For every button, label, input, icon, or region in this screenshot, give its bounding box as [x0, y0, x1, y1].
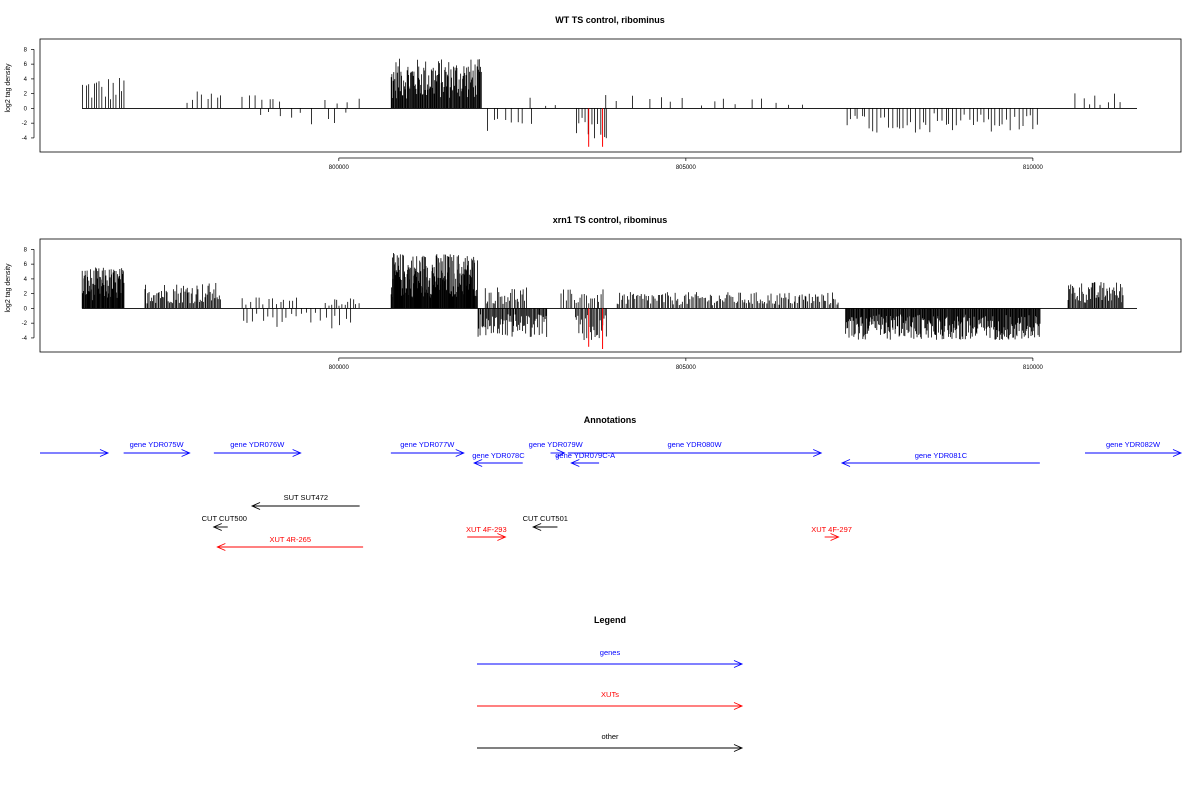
wt-y-tick-label: -2	[22, 121, 28, 127]
legend-title: Legend	[594, 615, 626, 625]
wt-y-tick-label: 6	[24, 62, 28, 68]
annotation-arrow-15	[824, 533, 840, 541]
annotations-panel: Annotations gene YDR075W gene YDR076W gene…	[40, 415, 1183, 551]
legend-arrow-0	[477, 660, 744, 668]
xrn1-y-tick-label: -2	[22, 321, 28, 327]
annotation-arrow-2	[213, 449, 302, 457]
xrn1-x-tick-label: 805000	[676, 365, 697, 371]
annotation-arrow-6	[570, 459, 600, 467]
annotation-features: gene YDR075W gene YDR076W gene YDR077W gene…	[40, 440, 1183, 551]
annotation-label-2: gene YDR076W	[230, 440, 285, 449]
annotation-arrow-7	[567, 449, 823, 457]
wt-track-panel: WT TS control, ribominus log2 tag densit…	[5, 15, 1182, 171]
annotation-label-14: XUT 4F-293	[466, 525, 507, 534]
annotation-label-4: gene YDR078C	[472, 451, 525, 460]
wt-density-bars	[82, 58, 1121, 147]
annotation-label-10: SUT SUT472	[284, 493, 328, 502]
xrn1-y-tick-label: 4	[24, 277, 28, 283]
xrn1-density-bars	[81, 252, 1124, 349]
legend-label-1: XUTs	[601, 690, 619, 699]
xrn1-track-panel: xrn1 TS control, ribominus log2 tag dens…	[5, 215, 1182, 371]
annotation-label-13: XUT 4R-265	[269, 535, 311, 544]
wt-x-axis: 800000 805000 810000	[329, 157, 1044, 171]
xrn1-x-tick-label: 800000	[329, 365, 350, 371]
xrn1-y-tick-label: 0	[24, 306, 28, 312]
xrn1-track-title: xrn1 TS control, ribominus	[553, 215, 668, 225]
annotation-label-6: gene YDR079C-A	[555, 451, 615, 460]
wt-y-tick-label: 4	[24, 77, 28, 83]
xrn1-x-tick-label: 810000	[1023, 365, 1044, 371]
annotation-arrow-9	[1085, 449, 1183, 457]
wt-plot-frame	[39, 38, 1182, 153]
wt-y-tick-label: 8	[24, 47, 28, 53]
annotation-label-9: gene YDR082W	[1106, 440, 1161, 449]
annotation-label-3: gene YDR077W	[400, 440, 455, 449]
legend-arrow-2	[477, 744, 744, 752]
annotation-arrow-1	[123, 449, 191, 457]
legend-label-0: genes	[600, 648, 621, 657]
wt-x-tick-label: 805000	[676, 165, 697, 171]
annotation-arrow-11	[212, 523, 228, 531]
xrn1-y-tick-label: -4	[22, 336, 28, 342]
annotation-arrow-3	[390, 449, 465, 457]
annotation-arrow-13	[216, 543, 364, 551]
annotation-label-1: gene YDR075W	[130, 440, 185, 449]
annotation-arrow-12	[532, 523, 558, 531]
wt-track-title: WT TS control, ribominus	[555, 15, 665, 25]
annotations-title: Annotations	[584, 415, 637, 425]
wt-x-tick-label: 810000	[1023, 165, 1044, 171]
annotation-arrow-14	[467, 533, 507, 541]
wt-y-tick-label: 2	[24, 92, 28, 98]
annotation-arrow-4	[473, 459, 523, 467]
legend-arrow-1	[477, 702, 744, 710]
annotation-arrow-10	[250, 502, 360, 510]
xrn1-plot-frame	[39, 238, 1182, 353]
annotation-label-7: gene YDR080W	[667, 440, 722, 449]
wt-y-axis-label: log2 tag density	[5, 63, 12, 113]
wt-x-tick-label: 800000	[329, 165, 350, 171]
wt-y-tick-label: -4	[22, 136, 28, 142]
legend-panel: Legend genes XUTs other	[477, 615, 744, 752]
annotation-arrow-0	[40, 449, 110, 457]
annotation-label-15: XUT 4F-297	[811, 525, 852, 534]
xrn1-y-axis-label: log2 tag density	[5, 263, 12, 313]
xrn1-y-tick-label: 2	[24, 292, 28, 298]
xrn1-y-tick-label: 6	[24, 262, 28, 268]
annotation-label-5: gene YDR079W	[529, 440, 584, 449]
annotation-label-12: CUT CUT501	[523, 514, 568, 523]
annotation-label-11: CUT CUT500	[202, 514, 247, 523]
annotation-label-8: gene YDR081C	[915, 451, 968, 460]
wt-y-axis: -4 -2 0 2 4 6 8	[22, 47, 35, 142]
annotation-arrow-8	[840, 459, 1040, 467]
xrn1-y-tick-label: 8	[24, 247, 28, 253]
xrn1-y-axis: -4 -2 0 2 4 6 8	[22, 247, 35, 342]
xrn1-x-axis: 800000 805000 810000	[329, 357, 1044, 371]
legend-label-2: other	[601, 732, 619, 741]
legend-items: genes XUTs other	[477, 648, 744, 752]
wt-y-tick-label: 0	[24, 106, 28, 112]
annotation-arrow-5	[550, 449, 566, 457]
